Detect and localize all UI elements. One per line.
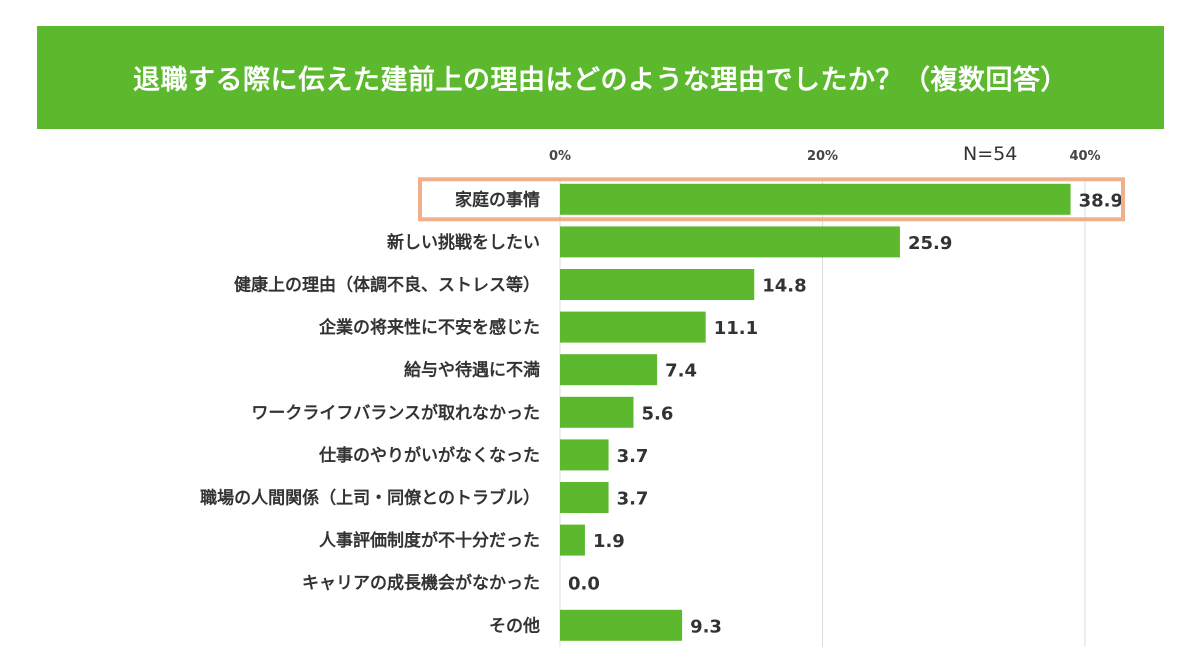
value-label: 11.1 bbox=[714, 318, 758, 339]
bar bbox=[560, 396, 634, 428]
sample-size-label: N=54 bbox=[963, 143, 1017, 165]
bar bbox=[560, 609, 683, 641]
value-label: 9.3 bbox=[690, 616, 722, 637]
bar bbox=[560, 269, 755, 300]
category-label: 健康上の理由（体調不良、ストレス等） bbox=[234, 275, 540, 296]
category-label: 人事評価制度が不十分だった bbox=[319, 530, 540, 551]
category-label: 家庭の事情 bbox=[455, 189, 540, 210]
category-label: キャリアの成長機会がなかった bbox=[302, 573, 540, 594]
tick-label-40: 40% bbox=[1069, 149, 1100, 164]
bar bbox=[560, 524, 585, 556]
category-label: 仕事のやりがいがなくなった bbox=[318, 445, 540, 466]
chart-title: 退職する際に伝えた建前上の理由はどのような理由でしたか？（複数回答） bbox=[133, 65, 1068, 96]
category-label: ワークライフバランスが取れなかった bbox=[251, 402, 540, 423]
bar bbox=[560, 311, 706, 343]
bar bbox=[560, 183, 1071, 215]
value-label: 25.9 bbox=[908, 233, 952, 254]
bar bbox=[560, 354, 658, 386]
bar bbox=[560, 226, 900, 258]
bar bbox=[560, 439, 609, 471]
tick-label-0: 0% bbox=[549, 149, 571, 164]
value-label: 38.9 bbox=[1079, 190, 1123, 211]
value-label: 3.7 bbox=[617, 489, 649, 510]
category-label: 職場の人間関係（上司・同僚とのトラブル） bbox=[200, 488, 540, 509]
tick-label-20: 20% bbox=[807, 149, 838, 164]
value-label: 3.7 bbox=[617, 446, 649, 467]
value-label: 14.8 bbox=[762, 276, 806, 297]
title-banner: 退職する際に伝えた建前上の理由はどのような理由でしたか？（複数回答） bbox=[37, 26, 1164, 129]
value-label: 5.6 bbox=[642, 403, 674, 424]
value-label: 0.0 bbox=[568, 574, 600, 595]
x-axis-ticks: 0% 20% 40% bbox=[549, 149, 1101, 164]
value-label: 1.9 bbox=[593, 531, 625, 552]
bar bbox=[560, 482, 609, 513]
category-label: 新しい挑戦をしたい bbox=[387, 232, 540, 253]
highlight-box bbox=[418, 177, 1125, 222]
value-label: 7.4 bbox=[665, 361, 697, 382]
category-label: 企業の将来性に不安を感じた bbox=[318, 317, 540, 338]
bars: 家庭の事情 38.9 新しい挑戦をしたい 25.9 健康上の理由（体調不良、ストレス等）… bbox=[200, 177, 1125, 641]
category-label: その他 bbox=[489, 615, 540, 636]
category-label: 給与や待遇に不満 bbox=[404, 360, 540, 381]
